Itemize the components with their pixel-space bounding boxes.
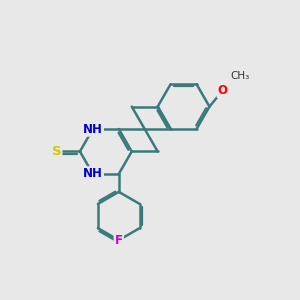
Text: F: F — [115, 234, 123, 247]
Text: CH₃: CH₃ — [230, 71, 249, 81]
Text: NH: NH — [83, 122, 103, 136]
Text: S: S — [52, 145, 61, 158]
Text: O: O — [218, 84, 228, 97]
Text: NH: NH — [83, 167, 103, 180]
